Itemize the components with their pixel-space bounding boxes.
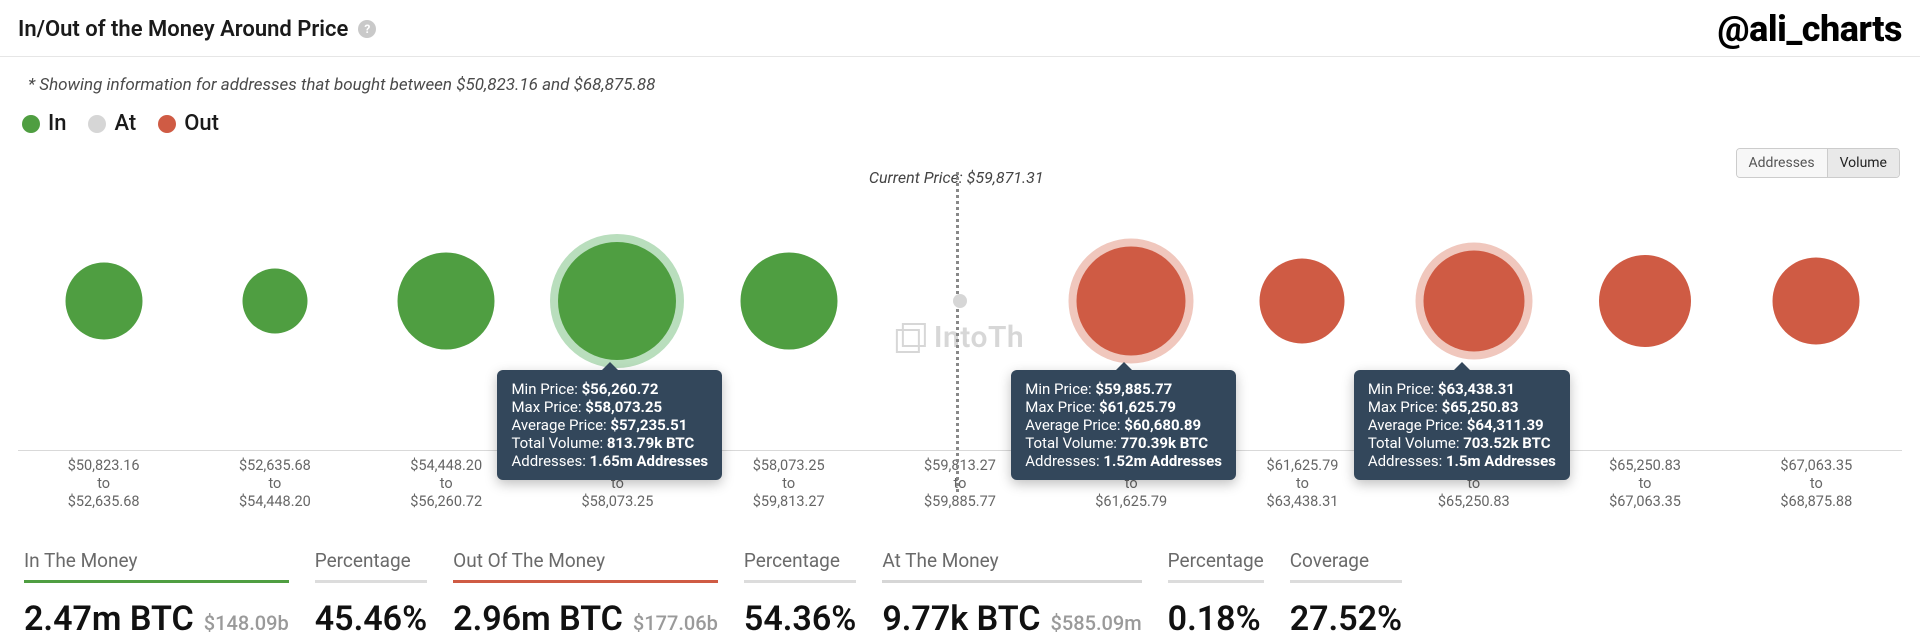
stat-value: 0.18% — [1168, 591, 1264, 639]
bubble[interactable] — [1077, 246, 1186, 355]
bubble[interactable] — [242, 268, 307, 333]
page-title: In/Out of the Money Around Price — [18, 17, 348, 42]
bubble-cell[interactable] — [18, 196, 189, 405]
stat-underline — [882, 580, 1141, 583]
toggle-volume[interactable]: Volume — [1827, 149, 1899, 177]
x-axis-label: $52,635.68to$54,448.20 — [189, 457, 360, 511]
bubble-cell[interactable] — [703, 196, 874, 405]
bubble-cell[interactable] — [1731, 196, 1902, 405]
stat-label: Percentage — [744, 549, 856, 572]
bubble[interactable] — [65, 262, 142, 339]
bubble[interactable] — [953, 294, 967, 308]
legend-at-dot — [88, 115, 106, 133]
tooltip: Min Price: $56,260.72Max Price: $58,073.… — [497, 370, 722, 480]
tooltip: Min Price: $59,885.77Max Price: $61,625.… — [1011, 370, 1236, 480]
title-wrap: In/Out of the Money Around Price ? — [18, 17, 376, 42]
stat-block: At The Money 9.77k BTC$585.09m — [882, 549, 1141, 639]
legend: In At Out — [0, 105, 1920, 136]
stat-label: Out Of The Money — [453, 549, 718, 572]
legend-out-dot — [158, 115, 176, 133]
tooltip: Min Price: $63,438.31Max Price: $65,250.… — [1354, 370, 1570, 480]
chart-area: Current Price: $59,871.31 — [18, 196, 1902, 451]
legend-at[interactable]: At — [88, 111, 136, 136]
legend-in-dot — [22, 115, 40, 133]
x-axis-labels: $50,823.16to$52,635.68$52,635.68to$54,44… — [18, 457, 1902, 511]
stat-subvalue: $585.09m — [1050, 611, 1141, 635]
stat-label: Percentage — [1168, 549, 1264, 572]
stat-value: 2.47m BTC$148.09b — [24, 591, 289, 639]
stat-label: In The Money — [24, 549, 289, 572]
legend-out[interactable]: Out — [158, 111, 219, 136]
legend-at-label: At — [114, 111, 136, 136]
bubble-cell[interactable] — [1559, 196, 1730, 405]
legend-out-label: Out — [184, 111, 219, 136]
stat-value: 45.46% — [315, 591, 427, 639]
legend-in[interactable]: In — [22, 111, 66, 136]
stat-block: Percentage 0.18% — [1168, 549, 1264, 639]
legend-in-label: In — [48, 111, 66, 136]
bubble[interactable] — [1773, 257, 1860, 344]
bubble[interactable] — [398, 252, 495, 349]
stat-label: Coverage — [1290, 549, 1402, 572]
x-axis-label: $58,073.25to$59,813.27 — [703, 457, 874, 511]
stat-underline — [453, 580, 718, 583]
bubble[interactable] — [558, 242, 676, 360]
x-axis-label: $65,250.83to$67,063.35 — [1559, 457, 1730, 511]
x-axis-label: $50,823.16to$52,635.68 — [18, 457, 189, 511]
author-handle: @ali_charts — [1717, 8, 1902, 50]
stats-row: In The Money 2.47m BTC$148.09b Percentage 4… — [24, 549, 1902, 639]
stat-value: 27.52% — [1290, 591, 1402, 639]
stat-subvalue: $177.06b — [633, 611, 718, 635]
stat-underline — [24, 580, 289, 583]
bubble-cell[interactable] — [189, 196, 360, 405]
header: In/Out of the Money Around Price ? @ali_… — [0, 0, 1920, 57]
stat-underline — [1168, 580, 1264, 583]
bubble-row — [18, 196, 1902, 405]
bubble[interactable] — [1599, 255, 1691, 347]
bubble[interactable] — [740, 252, 837, 349]
stat-underline — [315, 580, 427, 583]
toggle-addresses[interactable]: Addresses — [1737, 149, 1827, 177]
bubble[interactable] — [1423, 250, 1524, 351]
stat-label: At The Money — [882, 549, 1141, 572]
stat-block: Percentage 45.46% — [315, 549, 427, 639]
x-axis-label: $67,063.35to$68,875.88 — [1731, 457, 1902, 511]
stat-underline — [744, 580, 856, 583]
subtitle: * Showing information for addresses that… — [0, 57, 1920, 105]
bubble[interactable] — [1260, 258, 1345, 343]
stat-block: Coverage 27.52% — [1290, 549, 1402, 639]
help-icon[interactable]: ? — [358, 20, 376, 38]
stat-value: 9.77k BTC$585.09m — [882, 591, 1141, 639]
stat-subvalue: $148.09b — [204, 611, 289, 635]
stat-value: 2.96m BTC$177.06b — [453, 591, 718, 639]
stat-block: In The Money 2.47m BTC$148.09b — [24, 549, 289, 639]
stat-block: Percentage 54.36% — [744, 549, 856, 639]
stat-value: 54.36% — [744, 591, 856, 639]
toggle-group: Addresses Volume — [1736, 148, 1900, 178]
stat-block: Out Of The Money 2.96m BTC$177.06b — [453, 549, 718, 639]
stat-label: Percentage — [315, 549, 427, 572]
stat-underline — [1290, 580, 1402, 583]
